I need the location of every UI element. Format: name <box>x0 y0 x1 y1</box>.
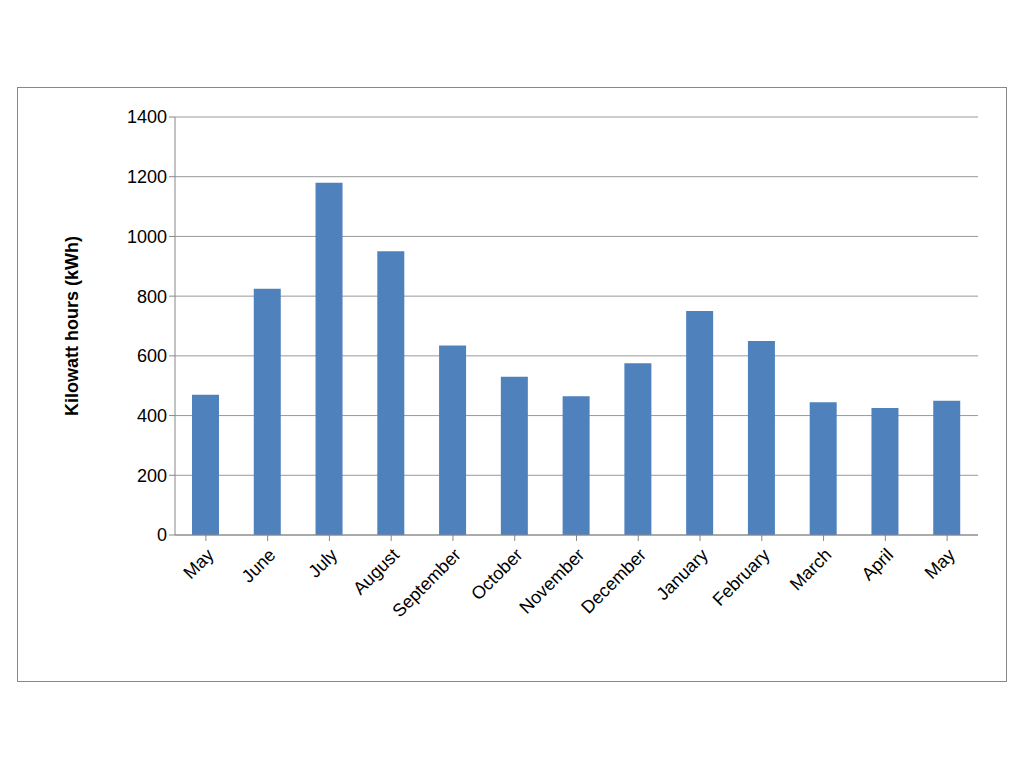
svg-text:May: May <box>921 545 959 583</box>
svg-text:600: 600 <box>137 346 167 366</box>
svg-text:May: May <box>180 545 218 583</box>
svg-text:April: April <box>858 545 898 585</box>
svg-text:1400: 1400 <box>127 107 167 127</box>
svg-text:0: 0 <box>157 525 167 545</box>
svg-text:October: October <box>467 545 526 604</box>
svg-text:June: June <box>238 545 280 587</box>
svg-text:November: November <box>516 545 589 618</box>
svg-text:February: February <box>709 545 774 610</box>
svg-text:1000: 1000 <box>127 227 167 247</box>
svg-text:January: January <box>652 545 711 604</box>
svg-text:200: 200 <box>137 466 167 486</box>
svg-text:December: December <box>577 545 650 618</box>
svg-text:Kilowatt hours (kWh): Kilowatt hours (kWh) <box>62 236 82 416</box>
svg-text:July: July <box>305 545 342 582</box>
svg-text:August: August <box>349 545 403 599</box>
svg-text:400: 400 <box>137 406 167 426</box>
svg-text:1200: 1200 <box>127 167 167 187</box>
svg-text:September: September <box>388 545 464 621</box>
svg-text:800: 800 <box>137 287 167 307</box>
svg-text:March: March <box>786 545 836 595</box>
